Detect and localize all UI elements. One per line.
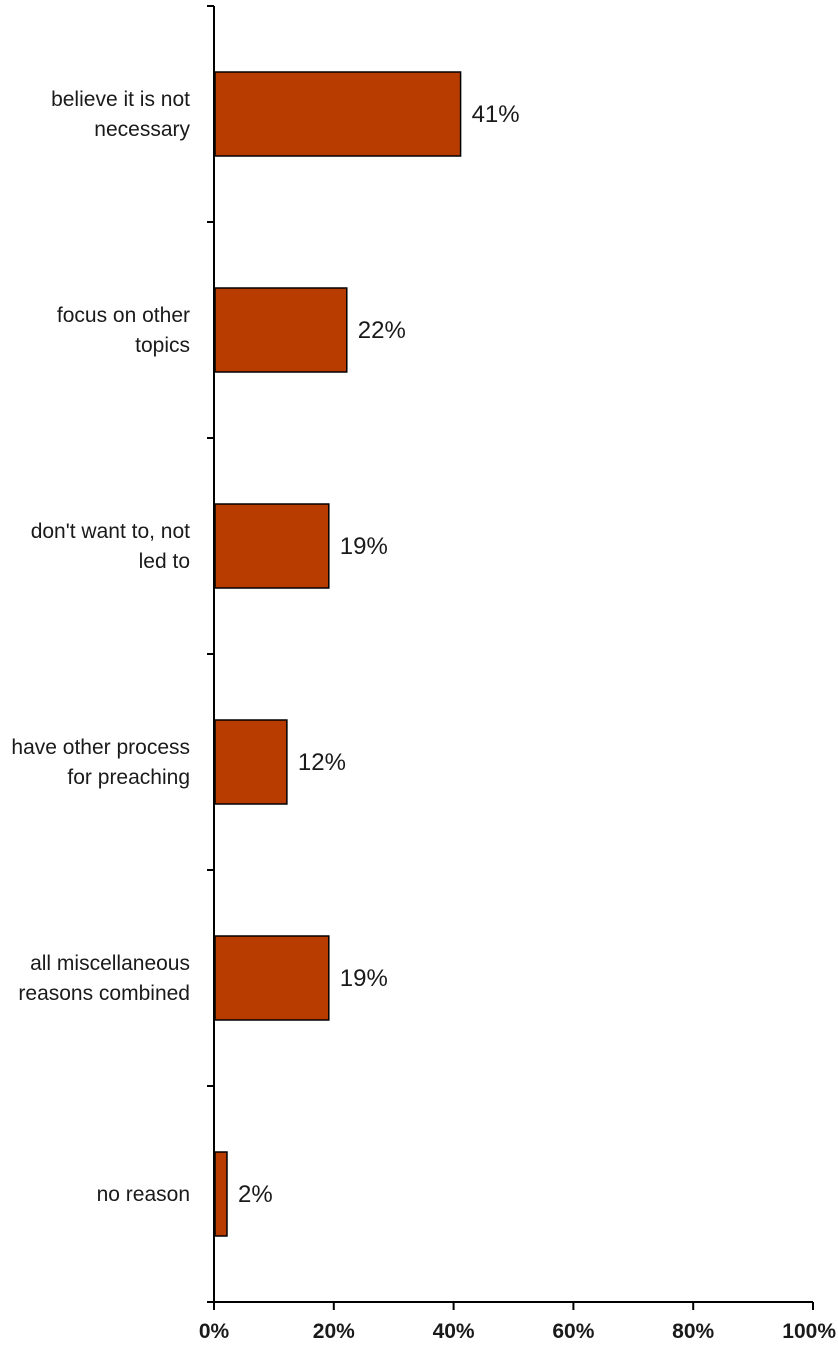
labels-layer: believe it is not necessary 41% focus on ot…	[11, 88, 836, 1343]
value-label: 19%	[340, 533, 388, 560]
x-tick-label: 0%	[199, 1320, 230, 1343]
category-label: no reason	[97, 1183, 190, 1206]
bar	[214, 935, 330, 1021]
category-label-line: reasons combined	[18, 982, 190, 1005]
x-tick-label: 80%	[672, 1320, 714, 1343]
category-label: have other process for preaching	[11, 736, 190, 789]
axis-layer	[207, 5, 814, 1310]
category-label-line: believe it is not	[51, 88, 190, 111]
category-label: don't want to, not led to	[31, 520, 190, 573]
value-label: 12%	[298, 749, 346, 776]
category-label-line: necessary	[94, 118, 190, 141]
x-tick-label: 60%	[552, 1320, 594, 1343]
x-tick-label: 20%	[313, 1320, 355, 1343]
category-label-line: topics	[135, 334, 190, 357]
value-label: 19%	[340, 965, 388, 992]
category-label-line: all miscellaneous	[30, 952, 190, 975]
category-label-line: led to	[139, 550, 190, 573]
category-label-line: have other process	[11, 736, 190, 759]
bars-layer	[214, 71, 462, 1237]
bar	[214, 71, 462, 157]
category-label-line: focus on other	[57, 304, 190, 327]
x-tick-label: 40%	[433, 1320, 475, 1343]
category-label: focus on other topics	[57, 304, 190, 357]
bar	[214, 287, 348, 373]
bar	[214, 1151, 228, 1237]
category-label-line: don't want to, not	[31, 520, 190, 543]
category-label-line: no reason	[97, 1183, 190, 1206]
bar	[214, 719, 288, 805]
bar	[214, 503, 330, 589]
value-label: 2%	[238, 1181, 273, 1208]
x-tick-label: 100%	[782, 1320, 836, 1343]
value-label: 22%	[358, 317, 406, 344]
value-label: 41%	[472, 101, 520, 128]
category-label-line: for preaching	[67, 766, 190, 789]
category-label: all miscellaneous reasons combined	[18, 952, 190, 1005]
category-label: believe it is not necessary	[51, 88, 190, 141]
